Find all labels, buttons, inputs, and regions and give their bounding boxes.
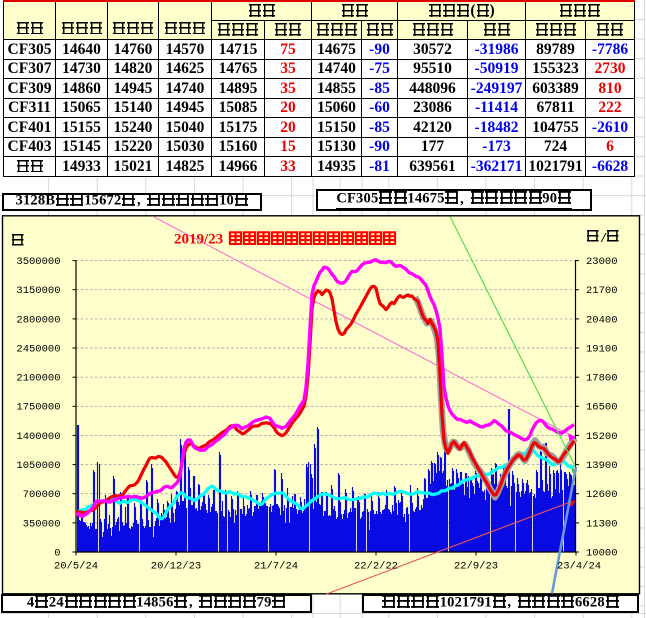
svg-text:23/4/24: 23/4/24	[557, 561, 601, 573]
svg-text:21/7/24: 21/7/24	[254, 561, 298, 573]
svg-text:16500: 16500	[586, 402, 618, 414]
svg-text:3500000: 3500000	[16, 256, 60, 268]
svg-text:19100: 19100	[586, 343, 618, 355]
svg-text:22/9/23: 22/9/23	[454, 561, 498, 573]
svg-text:20400: 20400	[586, 314, 618, 326]
svg-text:20/12/23: 20/12/23	[151, 561, 201, 573]
svg-text:2100000: 2100000	[16, 373, 60, 385]
svg-text:0: 0	[54, 547, 60, 559]
svg-text:21700: 21700	[586, 285, 618, 297]
svg-text:13900: 13900	[586, 460, 618, 472]
svg-text:3150000: 3150000	[16, 285, 60, 297]
svg-text:20/5/24: 20/5/24	[54, 561, 98, 573]
svg-text:12600: 12600	[586, 489, 618, 501]
svg-text:1050000: 1050000	[16, 460, 60, 472]
svg-text:23000: 23000	[586, 256, 618, 268]
svg-text:17800: 17800	[586, 373, 618, 385]
svg-text:350000: 350000	[23, 518, 61, 530]
svg-text:1750000: 1750000	[16, 402, 60, 414]
svg-text:22/2/22: 22/2/22	[354, 561, 398, 573]
svg-text:10000: 10000	[586, 547, 618, 559]
svg-text:2019/23: 2019/23	[174, 232, 223, 248]
svg-text:2800000: 2800000	[16, 314, 60, 326]
svg-text:15200: 15200	[586, 431, 618, 443]
svg-text:/: /	[600, 232, 607, 246]
svg-text:1400000: 1400000	[16, 431, 60, 443]
svg-text:11300: 11300	[586, 518, 618, 530]
svg-text:2450000: 2450000	[16, 343, 60, 355]
svg-text:700000: 700000	[23, 489, 61, 501]
